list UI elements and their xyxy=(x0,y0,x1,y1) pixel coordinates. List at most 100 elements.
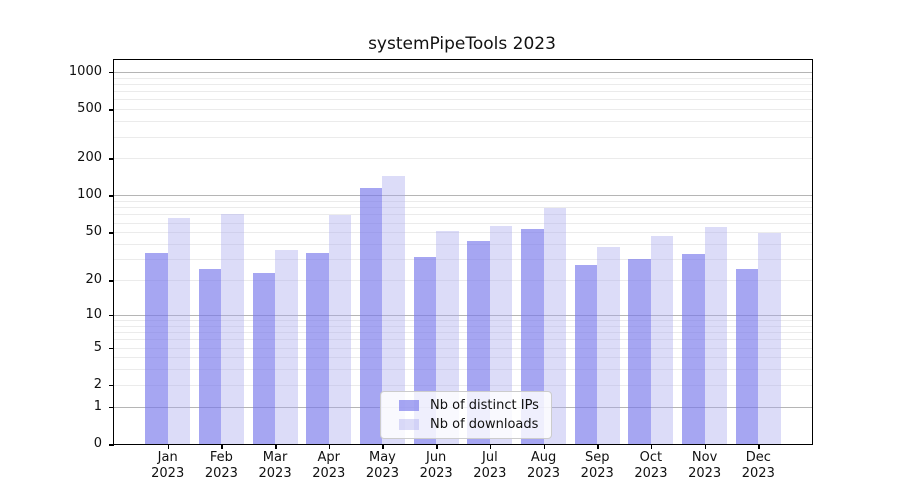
bar-downloads xyxy=(543,208,567,444)
minor-gridline xyxy=(114,207,812,209)
y-tick-mark xyxy=(109,406,114,409)
minor-gridline xyxy=(114,158,812,160)
y-tick-label: 200 xyxy=(77,150,102,166)
bar-downloads xyxy=(275,249,298,444)
bar-downloads xyxy=(758,233,781,444)
y-tick-label: 20 xyxy=(85,272,102,288)
x-tick-label: Apr 2023 xyxy=(312,450,346,481)
bar-downloads xyxy=(328,215,352,444)
x-tick-mark xyxy=(543,444,546,449)
bar-distinct-ips xyxy=(252,272,276,444)
major-gridline xyxy=(114,71,812,73)
x-tick-label: Mar 2023 xyxy=(258,450,292,481)
minor-gridline xyxy=(114,357,812,359)
x-tick-mark xyxy=(597,444,599,449)
y-tick-mark xyxy=(109,280,114,282)
x-tick-mark xyxy=(704,444,707,449)
x-tick-mark xyxy=(167,444,170,449)
minor-gridline xyxy=(114,77,812,79)
x-tick-mark xyxy=(328,444,331,449)
y-tick-mark xyxy=(109,444,114,446)
x-tick-mark xyxy=(650,444,653,449)
minor-gridline xyxy=(114,201,812,203)
minor-gridline xyxy=(114,222,812,224)
minor-gridline xyxy=(114,109,812,111)
legend: Nb of distinct IPs Nb of downloads xyxy=(380,391,552,439)
x-tick-mark xyxy=(382,444,384,449)
minor-gridline xyxy=(114,339,812,341)
legend-label-downloads: Nb of downloads xyxy=(430,417,539,432)
y-tick-label: 1000 xyxy=(68,63,102,79)
x-tick-mark xyxy=(275,444,277,449)
y-tick-label: 500 xyxy=(77,101,102,117)
x-tick-label: Sep 2023 xyxy=(580,450,614,481)
x-tick-label: Nov 2023 xyxy=(688,450,722,481)
bar-downloads xyxy=(489,226,513,444)
minor-gridline xyxy=(114,136,812,138)
bar-distinct-ips xyxy=(735,268,759,444)
minor-gridline xyxy=(114,332,812,334)
minor-gridline xyxy=(114,320,812,321)
x-tick-mark xyxy=(436,444,438,449)
y-tick-mark xyxy=(109,347,114,349)
y-tick-label: 5 xyxy=(93,339,102,355)
bar-distinct-ips xyxy=(628,259,651,444)
bar-downloads xyxy=(436,231,459,444)
legend-swatch-distinct-ips xyxy=(399,400,419,411)
minor-gridline xyxy=(114,280,812,282)
bar-distinct-ips xyxy=(574,264,598,444)
x-tick-mark xyxy=(758,444,760,449)
minor-gridline xyxy=(114,83,812,85)
x-tick-label: Jun 2023 xyxy=(419,450,453,481)
x-tick-label: Oct 2023 xyxy=(634,450,668,481)
minor-gridline xyxy=(114,384,812,386)
y-tick-label: 2 xyxy=(93,376,102,392)
bar-distinct-ips xyxy=(145,252,168,444)
minor-gridline xyxy=(114,259,812,261)
x-tick-label: Dec 2023 xyxy=(741,450,775,481)
minor-gridline xyxy=(114,214,812,216)
minor-gridline xyxy=(114,99,812,101)
x-tick-label: Jan 2023 xyxy=(151,450,185,481)
bar-distinct-ips xyxy=(306,252,329,444)
y-tick-mark xyxy=(109,314,114,317)
minor-gridline xyxy=(114,244,812,245)
x-tick-label: Feb 2023 xyxy=(204,450,238,481)
major-gridline xyxy=(114,195,812,197)
minor-gridline xyxy=(114,91,812,93)
y-tick-mark xyxy=(109,158,114,160)
bar-downloads xyxy=(704,227,728,444)
legend-item-distinct-ips: Nb of distinct IPs xyxy=(399,398,539,413)
plot-area: Nb of distinct IPs Nb of downloads 1000 5… xyxy=(69,59,813,481)
y-tick-label: 100 xyxy=(77,187,102,203)
y-tick-mark xyxy=(109,195,114,197)
minor-gridline xyxy=(114,369,812,371)
chart-title: systemPipeTools 2023 xyxy=(368,34,556,54)
y-tick-mark xyxy=(109,71,114,74)
bar-downloads xyxy=(382,176,405,444)
bar-downloads xyxy=(167,218,191,444)
y-tick-label: 10 xyxy=(85,306,102,322)
y-tick-label: 1 xyxy=(93,398,102,414)
y-tick-mark xyxy=(109,109,114,111)
legend-label-distinct-ips: Nb of distinct IPs xyxy=(430,398,539,413)
y-tick-label: 50 xyxy=(85,224,102,240)
bar-downloads xyxy=(650,235,674,444)
minor-gridline xyxy=(114,347,812,349)
bar-distinct-ips xyxy=(520,229,544,444)
bar-downloads xyxy=(597,246,620,444)
x-tick-mark xyxy=(221,444,223,449)
x-tick-label: May 2023 xyxy=(365,450,399,481)
major-gridline xyxy=(114,314,812,316)
legend-item-downloads: Nb of downloads xyxy=(399,417,539,432)
y-tick-label: 0 xyxy=(93,436,102,451)
bar-downloads xyxy=(221,214,244,444)
y-tick-mark xyxy=(109,384,114,387)
legend-swatch-downloads xyxy=(399,419,419,430)
minor-gridline xyxy=(114,325,812,327)
x-tick-label: Aug 2023 xyxy=(526,450,561,481)
x-tick-mark xyxy=(489,444,492,449)
minor-gridline xyxy=(114,121,812,123)
bar-distinct-ips xyxy=(682,254,705,444)
